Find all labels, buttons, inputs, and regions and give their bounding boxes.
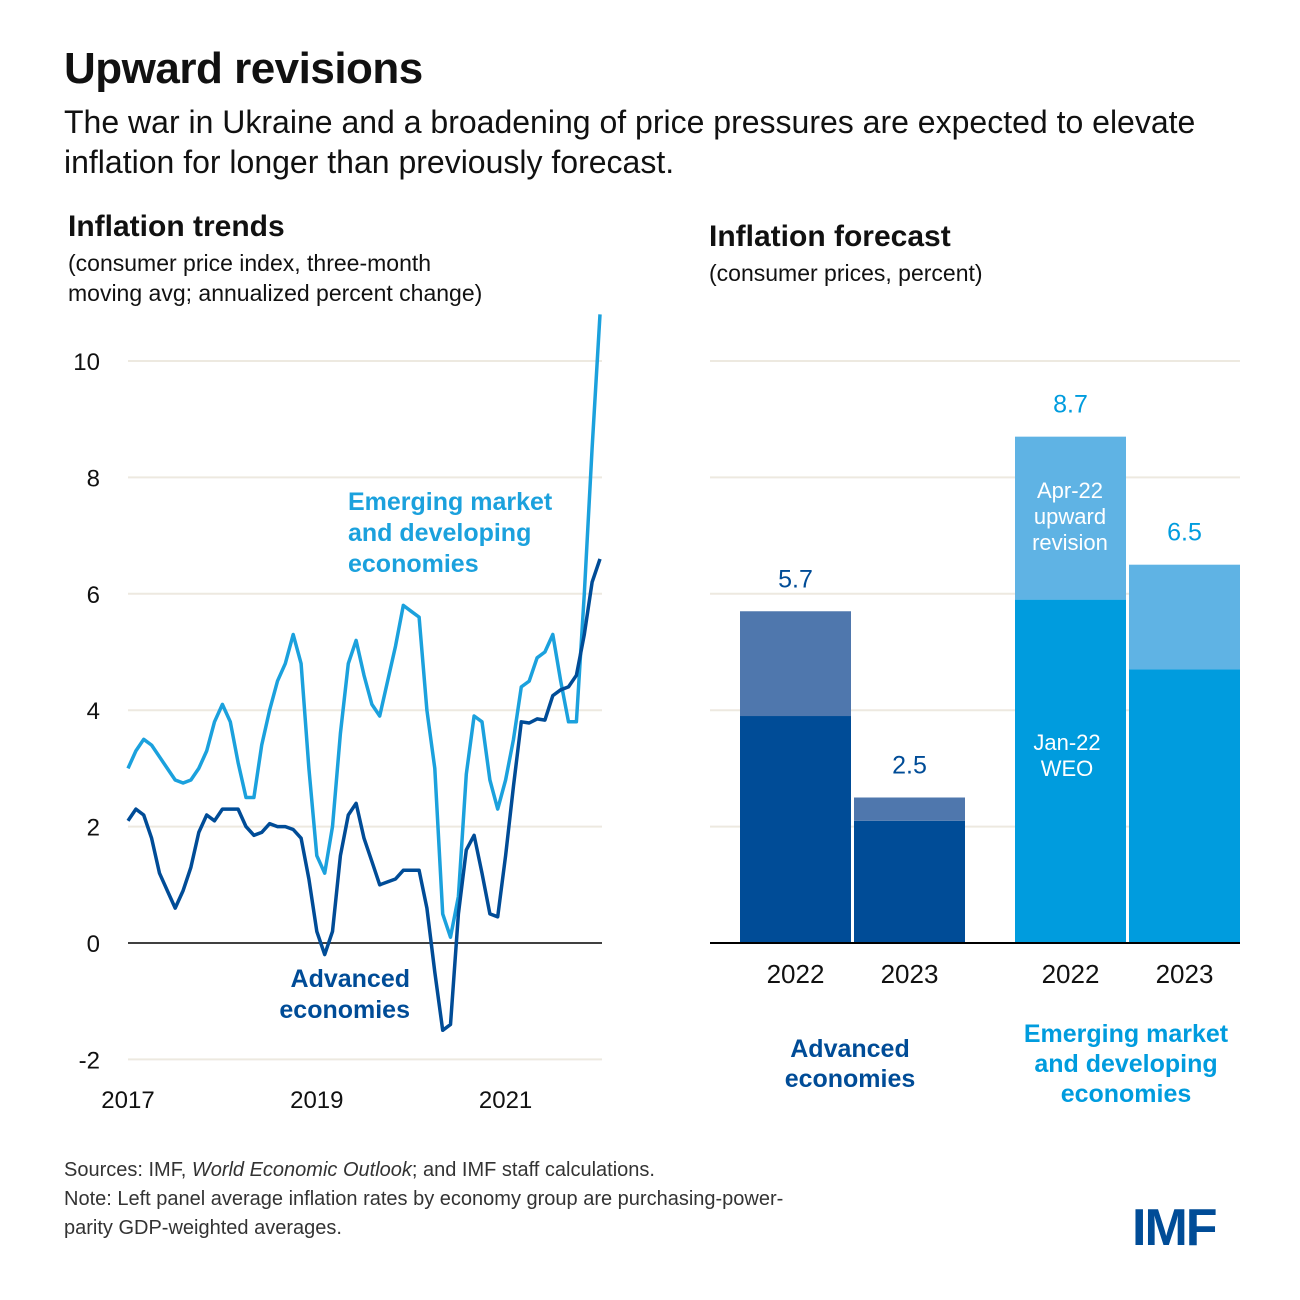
bar-total-label: 5.7 <box>778 565 813 593</box>
x-tick-label: 2017 <box>101 1087 154 1114</box>
x-tick-label: 2023 <box>1156 959 1214 989</box>
footer-notes: Sources: IMF, World Economic Outlook; an… <box>64 1156 783 1243</box>
page-subtitle: The war in Ukraine and a broadening of p… <box>64 104 1196 180</box>
bar-total-label: 6.5 <box>1167 519 1202 547</box>
emerging-series-label: Emerging market <box>348 488 553 516</box>
y-tick-label: 6 <box>87 582 100 609</box>
y-tick-label: 2 <box>87 815 100 842</box>
weo-legend-label: Jan-22 <box>1033 730 1100 755</box>
revision-legend-label: upward <box>1034 504 1106 529</box>
weo-legend-label: WEO <box>1041 756 1094 781</box>
x-tick-label: 2022 <box>1042 959 1100 989</box>
right-chart-subtitle: (consumer prices, percent) <box>709 260 983 286</box>
x-tick-label: 2019 <box>290 1087 343 1114</box>
advanced-series-label: economies <box>279 996 410 1024</box>
revision-legend-label: revision <box>1032 530 1108 555</box>
bar-apr22-revision <box>854 797 965 821</box>
group-label-advanced: Advanced <box>790 1035 909 1063</box>
right-labels: 5.7 2022 2.5 2023 8.7 2022 6.5 2023 Apr-22upward… <box>767 391 1229 1108</box>
group-label-emerging: and developing <box>1034 1050 1217 1078</box>
left-gridlines <box>128 360 602 1061</box>
y-tick-label: -2 <box>79 1047 100 1074</box>
sources-publication: World Economic Outlook <box>191 1159 412 1181</box>
sources-prefix: Sources: IMF, <box>64 1159 192 1181</box>
sources-line: Sources: IMF, World Economic Outlook; an… <box>64 1156 783 1185</box>
bar-jan22-weo <box>740 716 851 943</box>
group-label-emerging: economies <box>1061 1080 1192 1108</box>
imf-logo: IMF <box>1132 1199 1218 1257</box>
bar-jan22-weo <box>1129 669 1240 943</box>
revision-legend-label: Apr-22 <box>1037 478 1103 503</box>
bar-apr22-revision <box>1015 436 1126 600</box>
x-tick-label: 2022 <box>767 959 825 989</box>
emerging-series-label: and developing <box>348 519 531 547</box>
x-tick-label: 2021 <box>479 1087 532 1114</box>
emerging-series-label: economies <box>348 550 479 578</box>
bar-apr22-revision <box>740 611 851 717</box>
bar-total-label: 8.7 <box>1053 391 1088 419</box>
bar-jan22-weo <box>1015 599 1126 943</box>
note-line-1: Note: Left panel average inflation rates… <box>64 1188 784 1210</box>
sources-suffix: ; and IMF staff calculations. <box>411 1159 655 1181</box>
bar-apr22-revision <box>1129 564 1240 670</box>
left-chart-title: Inflation trends <box>68 210 285 243</box>
left-series-labels: Emerging market and developing economies Ad… <box>279 488 553 1024</box>
bar-total-label: 2.5 <box>892 752 927 780</box>
left-series-lines <box>126 314 602 1033</box>
note-line-2: parity GDP-weighted averages. <box>64 1217 342 1239</box>
group-label-emerging: Emerging market <box>1024 1020 1229 1048</box>
page-title: Upward revisions <box>64 44 423 93</box>
emerging-series-line <box>126 314 602 939</box>
left-y-tick-labels: 10 8 6 4 2 0 -2 <box>73 349 100 1074</box>
y-tick-label: 8 <box>87 465 100 492</box>
right-bars <box>710 436 1240 944</box>
left-x-tick-labels: 2017 2019 2021 <box>101 1087 532 1114</box>
right-chart-title: Inflation forecast <box>709 220 951 253</box>
left-chart-subtitle-line2: moving avg; annualized percent change) <box>68 280 483 306</box>
left-chart-subtitle-line1: (consumer price index, three-month <box>68 250 432 276</box>
bar-jan22-weo <box>854 820 965 943</box>
advanced-series-label: Advanced <box>291 965 410 993</box>
y-tick-label: 0 <box>87 931 100 958</box>
group-label-advanced: economies <box>785 1065 916 1093</box>
y-tick-label: 10 <box>73 349 100 376</box>
advanced-series-line <box>126 558 602 1033</box>
x-tick-label: 2023 <box>881 959 939 989</box>
y-tick-label: 4 <box>87 698 100 725</box>
